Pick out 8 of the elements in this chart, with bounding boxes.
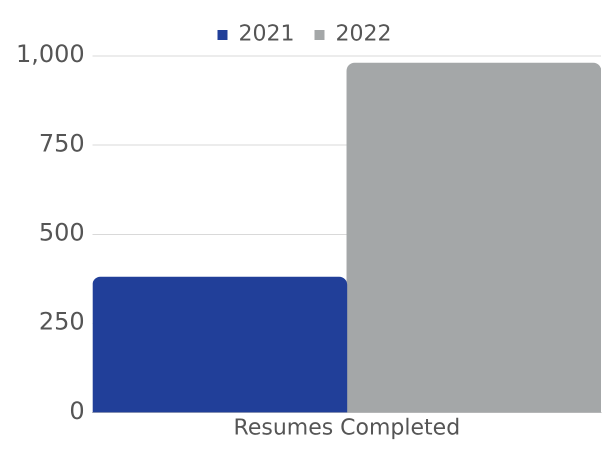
legend-label: 2022 <box>336 22 392 47</box>
y-tick-label: 250 <box>38 308 85 336</box>
y-tick-label: 1,000 <box>16 40 85 68</box>
y-tick-label: 500 <box>38 218 85 247</box>
legend-label: 2021 <box>238 22 295 47</box>
y-tick-label: 0 <box>69 396 85 425</box>
y-tick-label: 750 <box>38 129 85 158</box>
x-tick-label: Resumes Completed <box>234 416 460 441</box>
